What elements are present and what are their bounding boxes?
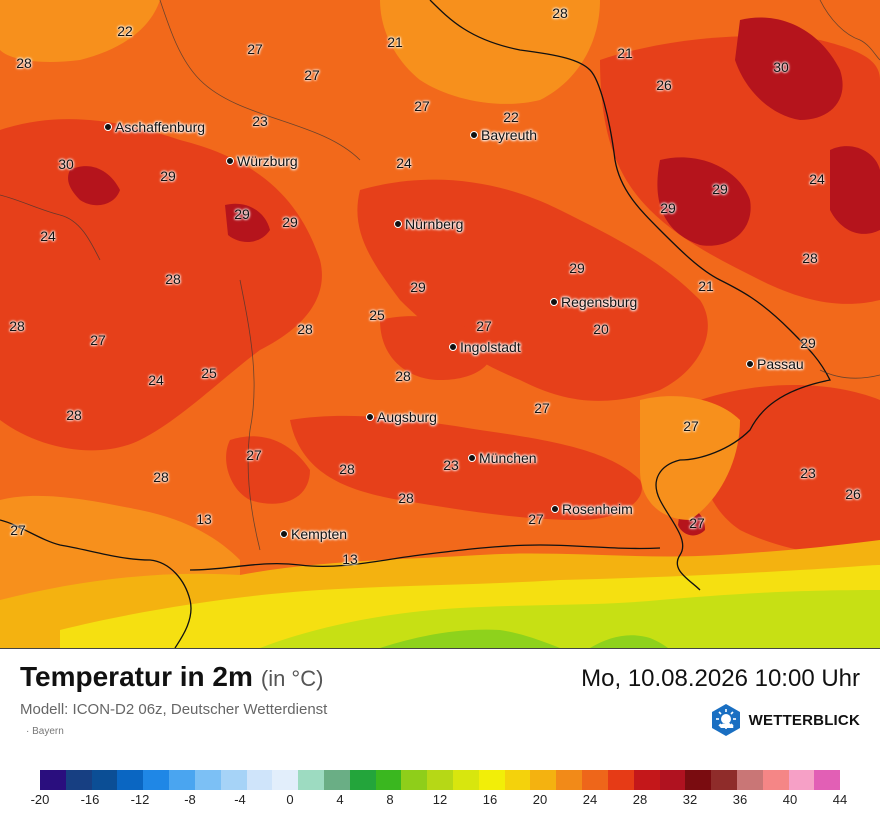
color-scale-step bbox=[298, 770, 324, 790]
color-scale-tick: 0 bbox=[286, 792, 294, 807]
color-scale-tick: 40 bbox=[782, 792, 798, 807]
color-scale-step bbox=[117, 770, 144, 790]
color-scale-tick: 8 bbox=[386, 792, 394, 807]
color-scale-step bbox=[143, 770, 170, 790]
region-label: · Bayern bbox=[26, 726, 64, 737]
forecast-datetime: Mo, 10.08.2026 10:00 Uhr bbox=[581, 665, 860, 692]
color-scale-step bbox=[530, 770, 557, 790]
color-scale-step bbox=[272, 770, 299, 790]
color-scale-tick: 4 bbox=[336, 792, 344, 807]
color-scale-step bbox=[401, 770, 428, 790]
map-title-text: Temperatur in 2m bbox=[20, 661, 253, 692]
color-scale-tick: 20 bbox=[532, 792, 548, 807]
color-scale bbox=[40, 770, 841, 790]
color-scale-tick: -16 bbox=[80, 792, 100, 807]
color-scale-step bbox=[478, 770, 505, 790]
color-scale-step bbox=[633, 770, 660, 790]
color-scale-step bbox=[246, 770, 273, 790]
sun-cloud-icon bbox=[711, 704, 740, 736]
color-scale-step bbox=[453, 770, 479, 790]
temperature-field bbox=[0, 0, 880, 648]
color-scale-tick: -8 bbox=[184, 792, 196, 807]
color-scale-step bbox=[582, 770, 608, 790]
model-source: Modell: ICON-D2 06z, Deutscher Wetterdie… bbox=[20, 701, 328, 718]
color-scale-step bbox=[65, 770, 92, 790]
color-scale-step bbox=[194, 770, 221, 790]
color-scale-step bbox=[814, 770, 841, 790]
color-scale-step bbox=[375, 770, 402, 790]
map-title: Temperatur in 2m (in °C) bbox=[20, 661, 323, 693]
color-scale-step bbox=[659, 770, 686, 790]
color-scale-tick: -4 bbox=[234, 792, 246, 807]
color-scale-tick: 24 bbox=[582, 792, 598, 807]
color-scale-step bbox=[685, 770, 712, 790]
color-scale-step bbox=[504, 770, 531, 790]
color-scale-tick: 36 bbox=[732, 792, 748, 807]
color-scale-step bbox=[91, 770, 118, 790]
legend-footer: Temperatur in 2m (in °C) Mo, 10.08.2026 1… bbox=[0, 649, 880, 830]
color-scale-step bbox=[736, 770, 763, 790]
color-scale-tick: 28 bbox=[632, 792, 648, 807]
color-scale-tick: 12 bbox=[432, 792, 448, 807]
color-scale-step bbox=[427, 770, 453, 790]
color-scale-step bbox=[40, 770, 66, 790]
brand-name: WETTERBLICK bbox=[748, 711, 860, 729]
temperature-map bbox=[0, 0, 880, 649]
unit-label: (in °C) bbox=[260, 666, 324, 691]
color-scale-step bbox=[607, 770, 634, 790]
color-scale-step bbox=[556, 770, 583, 790]
color-scale-step bbox=[762, 770, 789, 790]
color-scale-tick: -20 bbox=[30, 792, 50, 807]
color-scale-step bbox=[788, 770, 815, 790]
color-scale-tick: 16 bbox=[482, 792, 498, 807]
color-scale-tick: 32 bbox=[682, 792, 698, 807]
color-scale-step bbox=[349, 770, 376, 790]
color-scale-tick: -12 bbox=[130, 792, 150, 807]
color-scale-step bbox=[711, 770, 737, 790]
color-scale-step bbox=[220, 770, 247, 790]
brand-logo: WETTERBLICK bbox=[709, 703, 860, 737]
color-scale-step bbox=[169, 770, 195, 790]
color-scale-tick: 44 bbox=[832, 792, 848, 807]
color-scale-step bbox=[323, 770, 350, 790]
